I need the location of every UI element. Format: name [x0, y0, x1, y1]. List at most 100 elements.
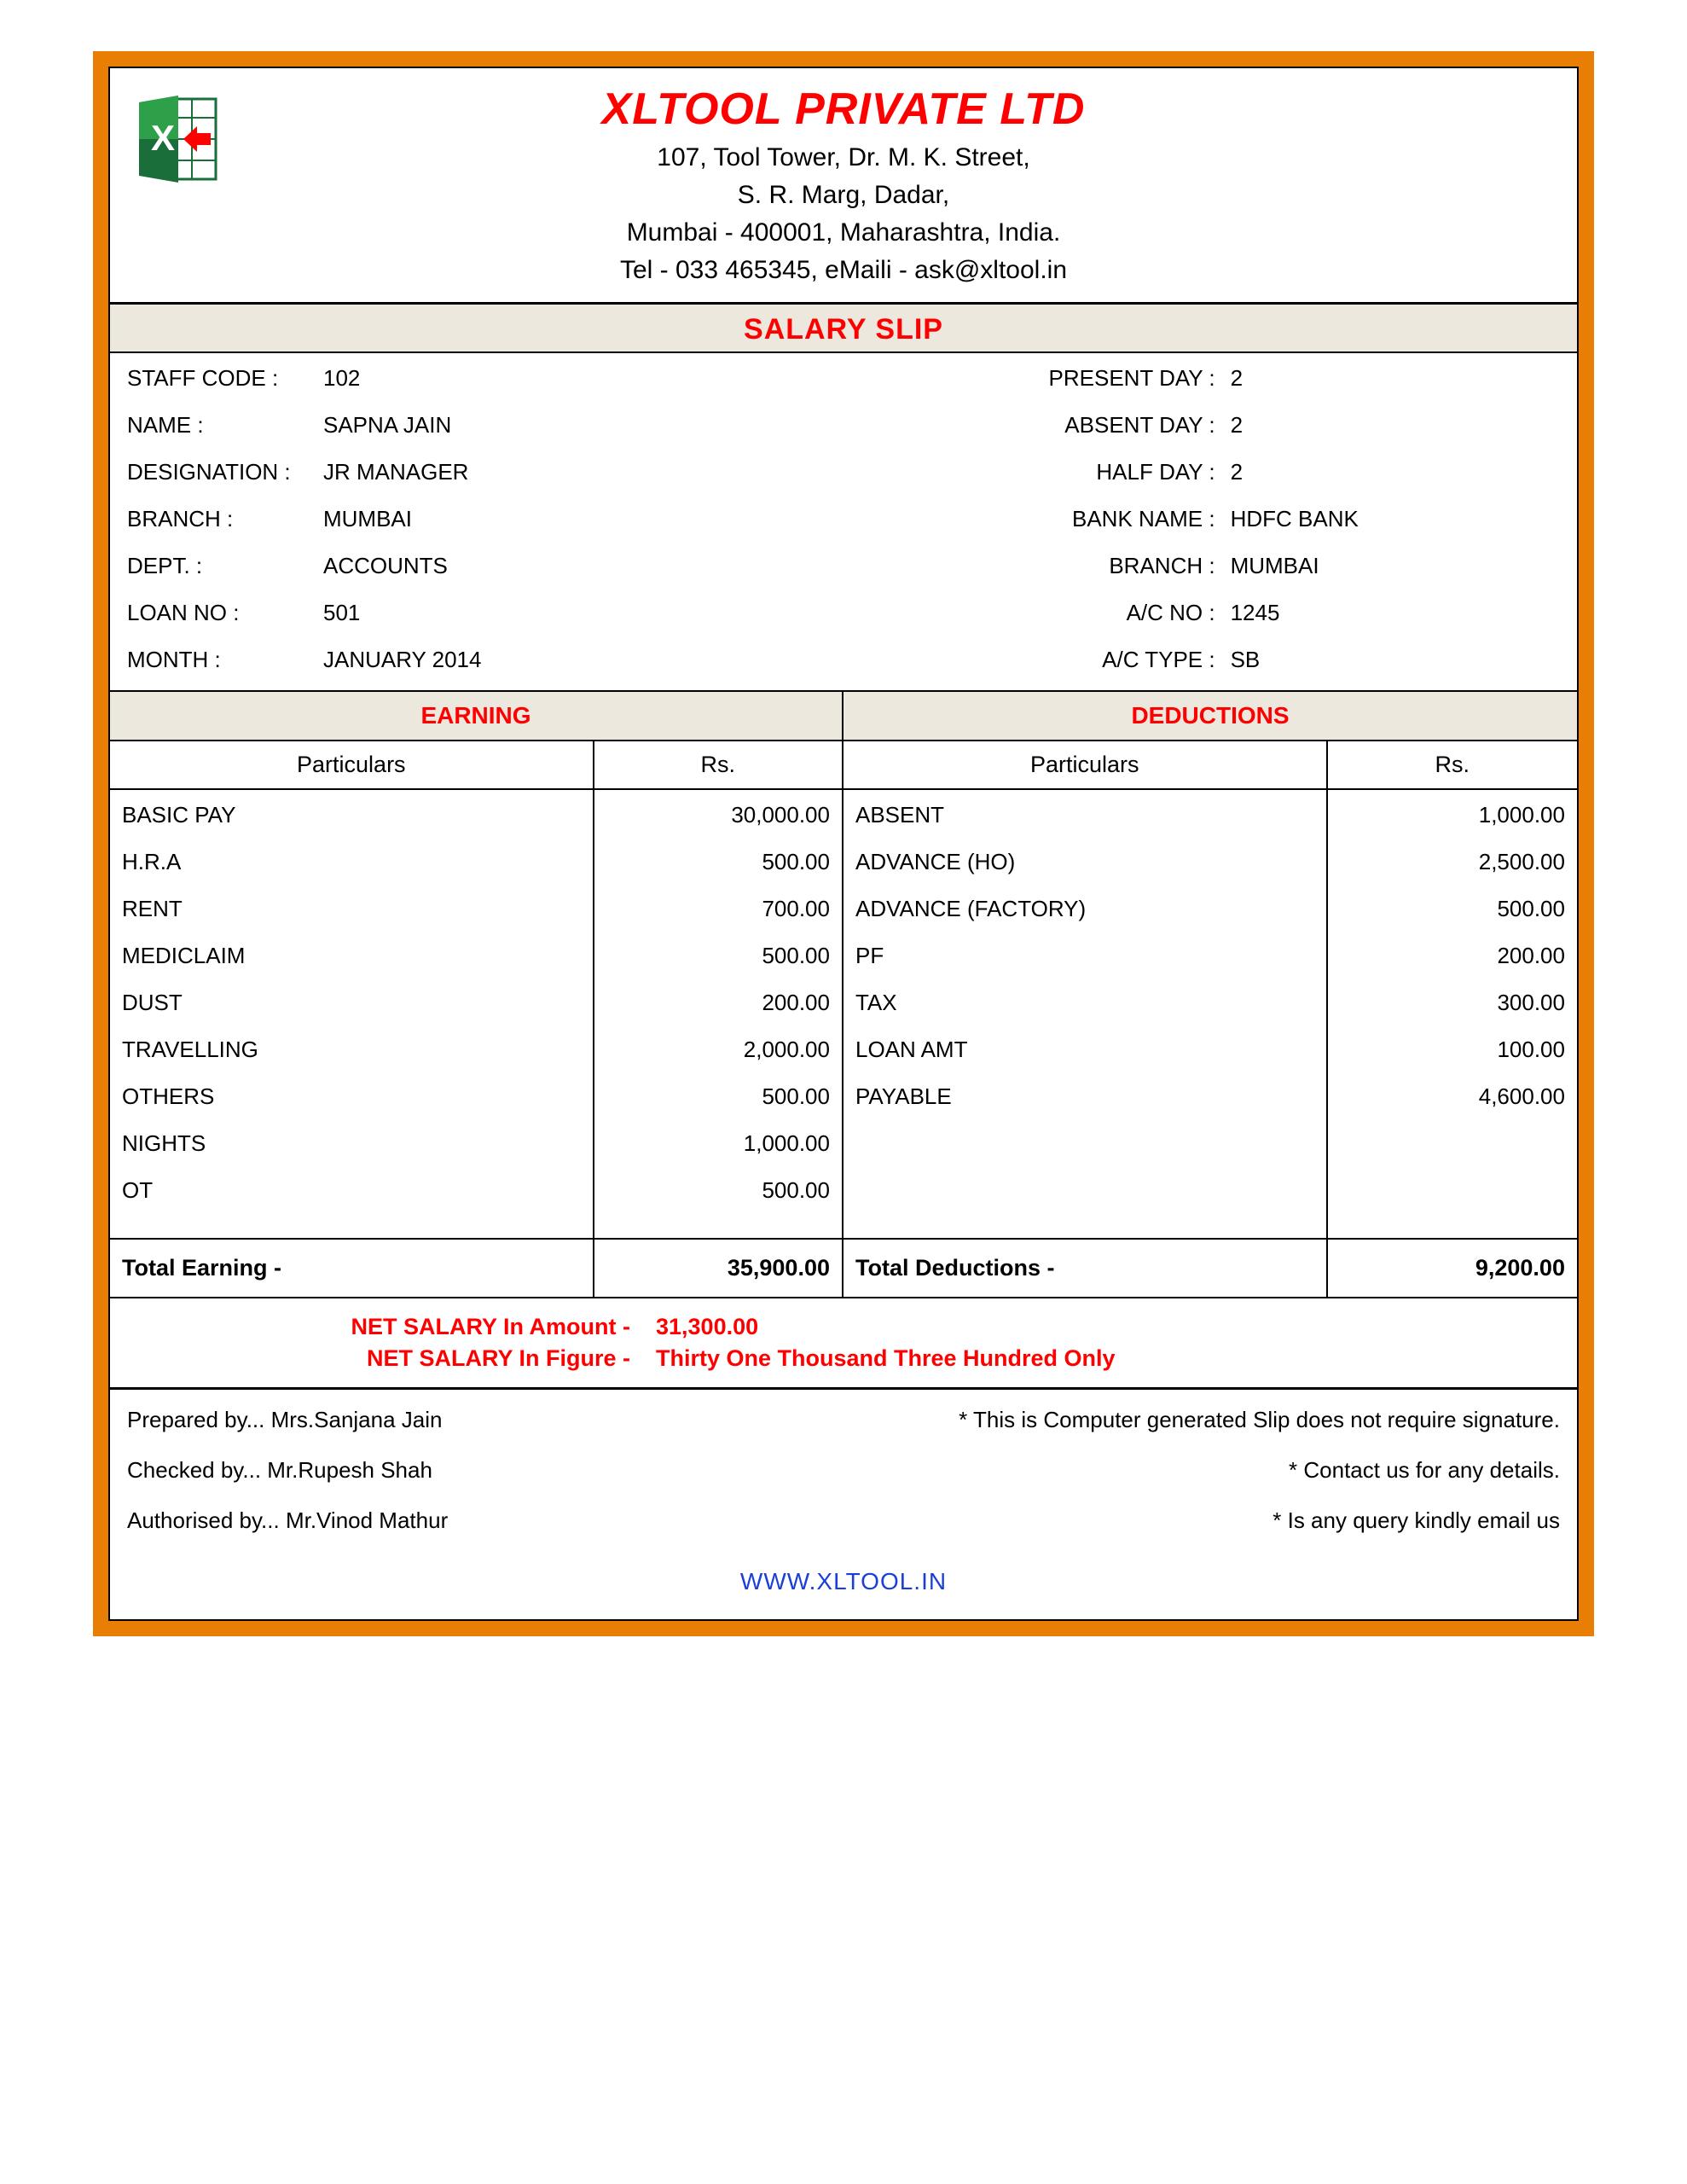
value-month: JANUARY 2014 [323, 647, 872, 673]
earning-item-amount: 700.00 [594, 896, 842, 922]
value-bank-name: HDFC BANK [1231, 506, 1560, 532]
info-row: ABSENT DAY :2 [872, 412, 1560, 439]
deduction-particulars-header: Particulars [844, 741, 1328, 788]
info-row: A/C NO :1245 [872, 600, 1560, 626]
company-name: XLTOOL PRIVATE LTD [246, 84, 1441, 135]
earning-rs-header: Rs. [594, 741, 844, 788]
net-amount-value: 31,300.00 [656, 1314, 758, 1340]
earning-item-label: OT [110, 1177, 593, 1204]
deduction-item-amount: 2,500.00 [1328, 849, 1577, 875]
deduction-item-label: ABSENT [844, 802, 1326, 828]
earning-item-amount: 2,000.00 [594, 1037, 842, 1063]
doc-title: SALARY SLIP [744, 313, 943, 346]
inner-frame: X XLTOOL PRIVATE LTD 107, Tool Tower, Dr… [108, 67, 1579, 1621]
svg-text:X: X [151, 118, 175, 158]
label-dept: DEPT. : [127, 553, 323, 579]
footer-note-1: * This is Computer generated Slip does n… [815, 1407, 1560, 1433]
net-salary-block: NET SALARY In Amount - 31,300.00 NET SAL… [110, 1298, 1577, 1390]
deduction-item-label: ADVANCE (HO) [844, 849, 1326, 875]
address-line-3: Mumbai - 400001, Maharashtra, India. [246, 218, 1441, 247]
label-half-day: HALF DAY : [872, 459, 1231, 485]
total-earning-label: Total Earning - [110, 1240, 594, 1297]
totals-row: Total Earning - 35,900.00 Total Deductio… [110, 1240, 1577, 1298]
info-row: DESIGNATION :JR MANAGER [127, 459, 872, 485]
label-absent-day: ABSENT DAY : [872, 412, 1231, 439]
deduction-amounts-col: 1,000.002,500.00500.00200.00300.00100.00… [1328, 790, 1577, 1238]
earning-item-label: BASIC PAY [110, 802, 593, 828]
contact-line: Tel - 033 465345, eMaili - ask@xltool.in [246, 256, 1441, 285]
info-row: BRANCH :MUMBAI [872, 553, 1560, 579]
earning-item-label: TRAVELLING [110, 1037, 593, 1063]
deduction-labels-col: ABSENTADVANCE (HO)ADVANCE (FACTORY)PFTAX… [844, 790, 1328, 1238]
deduction-rs-header: Rs. [1328, 741, 1577, 788]
value-designation: JR MANAGER [323, 459, 872, 485]
checked-by: Checked by... Mr.Rupesh Shah [127, 1457, 815, 1484]
deduction-item-amount: 1,000.00 [1328, 802, 1577, 828]
info-row: PRESENT DAY :2 [872, 365, 1560, 392]
deduction-item-label: TAX [844, 990, 1326, 1016]
label-bank-name: BANK NAME : [872, 506, 1231, 532]
value-loan-no: 501 [323, 600, 872, 626]
value-present-day: 2 [1231, 365, 1560, 392]
title-bar: SALARY SLIP [110, 305, 1577, 353]
earning-item-label: OTHERS [110, 1083, 593, 1110]
deduction-item-label: PAYABLE [844, 1083, 1326, 1110]
deduction-item-label: LOAN AMT [844, 1037, 1326, 1063]
info-row: STAFF CODE :102 [127, 365, 872, 392]
column-subheaders: Particulars Rs. Particulars Rs. [110, 740, 1577, 790]
earning-item-amount: 30,000.00 [594, 802, 842, 828]
info-row: HALF DAY :2 [872, 459, 1560, 485]
label-name: NAME : [127, 412, 323, 439]
earning-item-amount: 500.00 [594, 849, 842, 875]
total-earning-amount: 35,900.00 [594, 1240, 844, 1297]
footer-note-2: * Contact us for any details. [815, 1457, 1560, 1484]
earning-item-amount: 500.00 [594, 1083, 842, 1110]
employee-info: STAFF CODE :102 NAME :SAPNA JAIN DESIGNA… [110, 353, 1577, 692]
earning-labels-col: BASIC PAYH.R.ARENTMEDICLAIMDUSTTRAVELLIN… [110, 790, 594, 1238]
earning-item-label: NIGHTS [110, 1130, 593, 1157]
value-ac-type: SB [1231, 647, 1560, 673]
value-half-day: 2 [1231, 459, 1560, 485]
deduction-item-amount: 300.00 [1328, 990, 1577, 1016]
address-line-2: S. R. Marg, Dadar, [246, 181, 1441, 210]
earning-item-label: RENT [110, 896, 593, 922]
earning-item-amount: 500.00 [594, 1177, 842, 1204]
total-deduction-label: Total Deductions - [844, 1240, 1328, 1297]
info-row: LOAN NO :501 [127, 600, 872, 626]
earning-header: EARNING [110, 692, 844, 740]
label-ac-no: A/C NO : [872, 600, 1231, 626]
website-link: WWW.XLTOOL.IN [110, 1548, 1577, 1619]
value-ac-no: 1245 [1231, 600, 1560, 626]
value-dept: ACCOUNTS [323, 553, 872, 579]
footer-right: * This is Computer generated Slip does n… [815, 1407, 1560, 1534]
info-right: PRESENT DAY :2 ABSENT DAY :2 HALF DAY :2… [872, 365, 1560, 673]
info-row: MONTH :JANUARY 2014 [127, 647, 872, 673]
total-deduction-amount: 9,200.00 [1328, 1240, 1577, 1297]
earning-item-amount: 500.00 [594, 943, 842, 969]
label-designation: DESIGNATION : [127, 459, 323, 485]
label-ac-type: A/C TYPE : [872, 647, 1231, 673]
earning-item-label: H.R.A [110, 849, 593, 875]
label-branch: BRANCH : [127, 506, 323, 532]
deduction-item-amount: 100.00 [1328, 1037, 1577, 1063]
label-staff-code: STAFF CODE : [127, 365, 323, 392]
footer-left: Prepared by... Mrs.Sanjana Jain Checked … [127, 1407, 815, 1534]
info-row: A/C TYPE :SB [872, 647, 1560, 673]
net-figure-label: NET SALARY In Figure - [127, 1345, 656, 1372]
earning-amounts-col: 30,000.00 500.00 700.00 500.00 200.00 2,000.0… [594, 790, 844, 1238]
header: X XLTOOL PRIVATE LTD 107, Tool Tower, Dr… [110, 68, 1577, 305]
value-branch: MUMBAI [323, 506, 872, 532]
net-amount-label: NET SALARY In Amount - [127, 1314, 656, 1340]
prepared-by: Prepared by... Mrs.Sanjana Jain [127, 1407, 815, 1433]
label-month: MONTH : [127, 647, 323, 673]
footer-note-3: * Is any query kindly email us [815, 1507, 1560, 1534]
label-present-day: PRESENT DAY : [872, 365, 1231, 392]
deduction-item-amount: 4,600.00 [1328, 1083, 1577, 1110]
deductions-header: DEDUCTIONS [844, 692, 1577, 740]
earning-item-amount: 1,000.00 [594, 1130, 842, 1157]
earning-deduction-body: BASIC PAYH.R.ARENTMEDICLAIMDUSTTRAVELLIN… [110, 790, 1577, 1240]
label-bank-branch: BRANCH : [872, 553, 1231, 579]
net-figure-row: NET SALARY In Figure - Thirty One Thousa… [127, 1345, 1560, 1372]
earning-item-amount: 200.00 [594, 990, 842, 1016]
deduction-item-amount: 500.00 [1328, 896, 1577, 922]
